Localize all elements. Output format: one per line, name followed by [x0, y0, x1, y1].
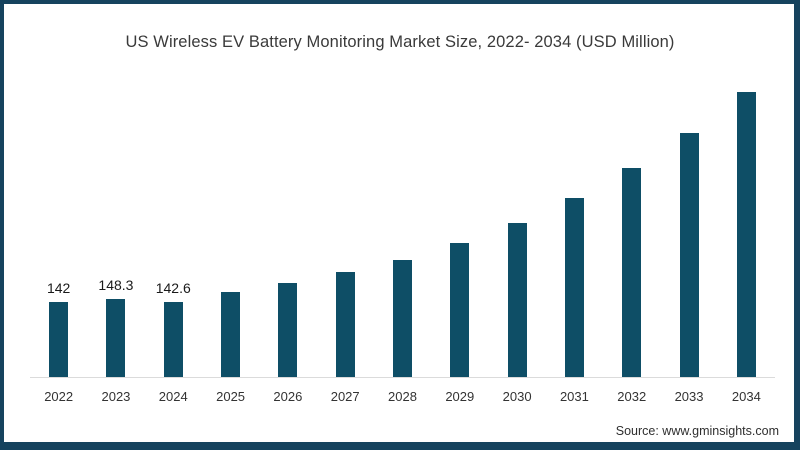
x-tick-2029: 2029 — [445, 389, 475, 404]
bar-2023 — [106, 299, 126, 378]
bar-2034 — [736, 92, 756, 378]
bar-2030 — [507, 223, 527, 378]
bar-2022 — [49, 302, 69, 378]
bar-2024 — [163, 302, 183, 378]
x-tick-2026: 2026 — [273, 389, 303, 404]
x-tick-2023: 2023 — [101, 389, 131, 404]
bar-2032 — [622, 168, 642, 378]
x-axis-line — [30, 377, 775, 378]
x-tick-2027: 2027 — [330, 389, 360, 404]
bar-value-label-2023: 148.3 — [98, 277, 134, 293]
source-note: Source: www.gminsights.com — [615, 424, 779, 438]
bar-2027 — [335, 272, 355, 378]
x-tick-2022: 2022 — [44, 389, 74, 404]
bar-2033 — [679, 133, 699, 378]
x-tick-2024: 2024 — [158, 389, 188, 404]
x-tick-2030: 2030 — [502, 389, 532, 404]
x-tick-2025: 2025 — [216, 389, 246, 404]
x-tick-2034: 2034 — [731, 389, 761, 404]
x-tick-2031: 2031 — [559, 389, 589, 404]
x-tick-2032: 2032 — [617, 389, 647, 404]
bar-2025 — [221, 292, 241, 378]
bar-2031 — [564, 198, 584, 378]
bar-value-label-2022: 142 — [46, 280, 71, 296]
chart-title: US Wireless EV Battery Monitoring Market… — [125, 33, 675, 51]
bar-2029 — [450, 243, 470, 378]
bar-2026 — [278, 283, 298, 378]
bar-2028 — [393, 260, 412, 378]
bar-value-label-2024: 142.6 — [155, 280, 191, 296]
x-tick-2033: 2033 — [674, 389, 704, 404]
x-tick-2028: 2028 — [388, 389, 417, 404]
